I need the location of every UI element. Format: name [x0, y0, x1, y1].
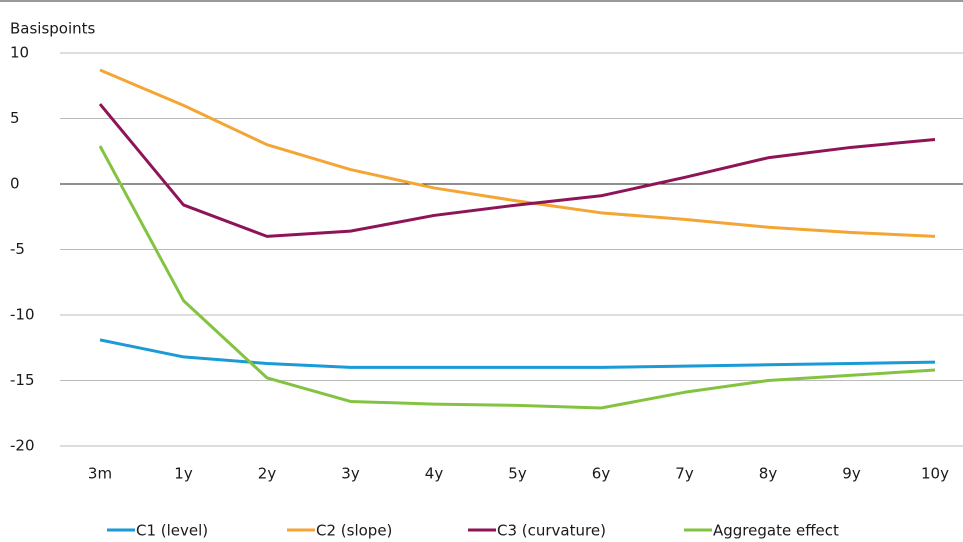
- y-tick-label: -15: [10, 371, 35, 389]
- y-tick-label: -10: [10, 306, 35, 324]
- line-series: [99, 338, 936, 369]
- x-tick-label: 3y: [341, 465, 360, 483]
- x-tick-label: 2y: [258, 465, 277, 483]
- line-series: [99, 68, 936, 238]
- y-tick-label: 10: [10, 44, 29, 62]
- y-tick-label: 5: [10, 109, 20, 127]
- legend-label: C2 (slope): [316, 522, 392, 540]
- x-tick-label: 10y: [921, 465, 949, 483]
- x-tick-label: 3m: [88, 465, 112, 483]
- legend-label: Aggregate effect: [713, 522, 839, 540]
- x-tick-label: 4y: [425, 465, 444, 483]
- y-tick-label: 0: [10, 175, 20, 193]
- y-axis-label: Basispoints: [10, 20, 96, 38]
- x-tick-label: 6y: [592, 465, 611, 483]
- x-tick-label: 5y: [508, 465, 527, 483]
- legend-label: C1 (level): [136, 522, 208, 540]
- y-tick-label: -5: [10, 240, 25, 258]
- y-tick-label: -20: [10, 437, 35, 455]
- x-tick-label: 8y: [759, 465, 778, 483]
- line-series: [98, 145, 936, 410]
- line-series: [98, 103, 936, 238]
- x-tick-label: 1y: [174, 465, 193, 483]
- x-tick-label: 9y: [842, 465, 861, 483]
- x-tick-label: 7y: [675, 465, 694, 483]
- legend-label: C3 (curvature): [497, 522, 606, 540]
